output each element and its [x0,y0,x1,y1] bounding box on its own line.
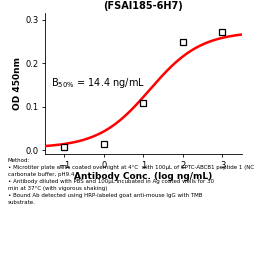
Y-axis label: OD 450nm: OD 450nm [13,57,22,110]
Title: CPTC-ABCB1-3
(FSAI185-6H7): CPTC-ABCB1-3 (FSAI185-6H7) [103,0,183,11]
Text: Method:
• Microtiter plate wells coated overnight at 4°C  with 100μL of CPTC-ABC: Method: • Microtiter plate wells coated … [8,158,254,205]
Text: B$_{50\%}$ = 14.4 ng/mL: B$_{50\%}$ = 14.4 ng/mL [50,76,144,90]
X-axis label: Antibody Conc. (log ng/mL): Antibody Conc. (log ng/mL) [74,172,212,181]
